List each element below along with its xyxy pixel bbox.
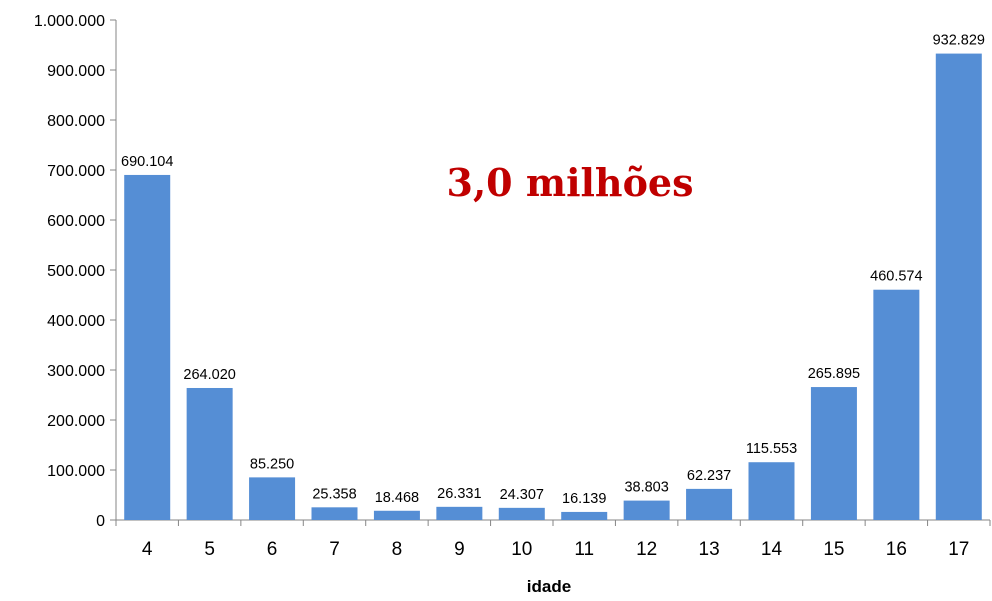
- bar: [373, 510, 420, 520]
- x-tick-label: 14: [761, 539, 783, 560]
- y-tick-label: 900.000: [47, 63, 105, 80]
- bar-value-label: 115.553: [746, 441, 797, 457]
- bar-value-label: 85.250: [250, 456, 294, 472]
- x-axis-title: idade: [527, 577, 571, 596]
- bar-value-label: 24.307: [500, 487, 544, 503]
- bar: [436, 506, 483, 520]
- bar: [561, 511, 608, 520]
- bar: [124, 174, 171, 520]
- x-axis: 4 5 6 7 8 9 10 11 12 13 14 15 16 17: [115, 519, 991, 560]
- bar: [810, 387, 857, 520]
- x-tick-label: 5: [204, 539, 215, 560]
- bar-value-label: 932.829: [933, 33, 985, 49]
- y-tick-label: 0: [96, 513, 105, 530]
- y-tick-label: 200.000: [47, 413, 105, 430]
- x-tick-label: 16: [886, 539, 907, 560]
- x-tick-label: 17: [948, 539, 969, 560]
- bar: [748, 462, 795, 520]
- bar: [249, 477, 296, 520]
- bar-value-label: 460.574: [870, 269, 922, 285]
- total-annotation: 3,0 milhões: [447, 160, 694, 205]
- bar: [873, 289, 920, 520]
- bar: [686, 488, 733, 520]
- bar: [311, 507, 358, 520]
- data-labels: 690.104 264.020 85.250 25.358 18.468 26.331 24…: [121, 33, 985, 507]
- x-tick-label: 9: [454, 539, 465, 560]
- y-tick-label: 700.000: [47, 163, 105, 180]
- x-tick-label: 15: [823, 539, 844, 560]
- y-tick-label: 400.000: [47, 313, 105, 330]
- bars: [124, 53, 982, 520]
- bar: [186, 387, 233, 520]
- bar-value-label: 38.803: [624, 480, 668, 496]
- bar-value-label: 690.104: [121, 154, 173, 170]
- bar-value-label: 265.895: [808, 366, 860, 382]
- bar: [623, 500, 670, 520]
- x-tick-label: 7: [329, 539, 340, 560]
- y-tick-label: 500.000: [47, 263, 105, 280]
- bar-value-label: 26.331: [437, 486, 481, 502]
- y-tick-label: 1.000.000: [34, 13, 105, 30]
- y-tick-label: 300.000: [47, 363, 105, 380]
- x-tick-label: 6: [267, 539, 278, 560]
- y-tick-label: 800.000: [47, 113, 105, 130]
- x-tick-label: 4: [142, 539, 153, 560]
- y-tick-label: 100.000: [47, 463, 105, 480]
- bar-value-label: 264.020: [183, 367, 235, 383]
- bar: [498, 507, 545, 520]
- x-tick-label: 13: [699, 539, 720, 560]
- y-tick-label: 600.000: [47, 213, 105, 230]
- bar-value-label: 16.139: [562, 491, 606, 507]
- bar-value-label: 25.358: [312, 486, 356, 502]
- x-tick-label: 10: [511, 539, 532, 560]
- bar: [935, 53, 982, 520]
- bar-value-label: 18.468: [375, 490, 419, 506]
- x-tick-label: 8: [392, 539, 403, 560]
- y-axis: 0 100.000 200.000 300.000 400.000 500.000 600.…: [34, 13, 117, 530]
- bar-value-label: 62.237: [687, 468, 731, 484]
- x-tick-label: 12: [636, 539, 657, 560]
- x-tick-label: 11: [574, 539, 594, 560]
